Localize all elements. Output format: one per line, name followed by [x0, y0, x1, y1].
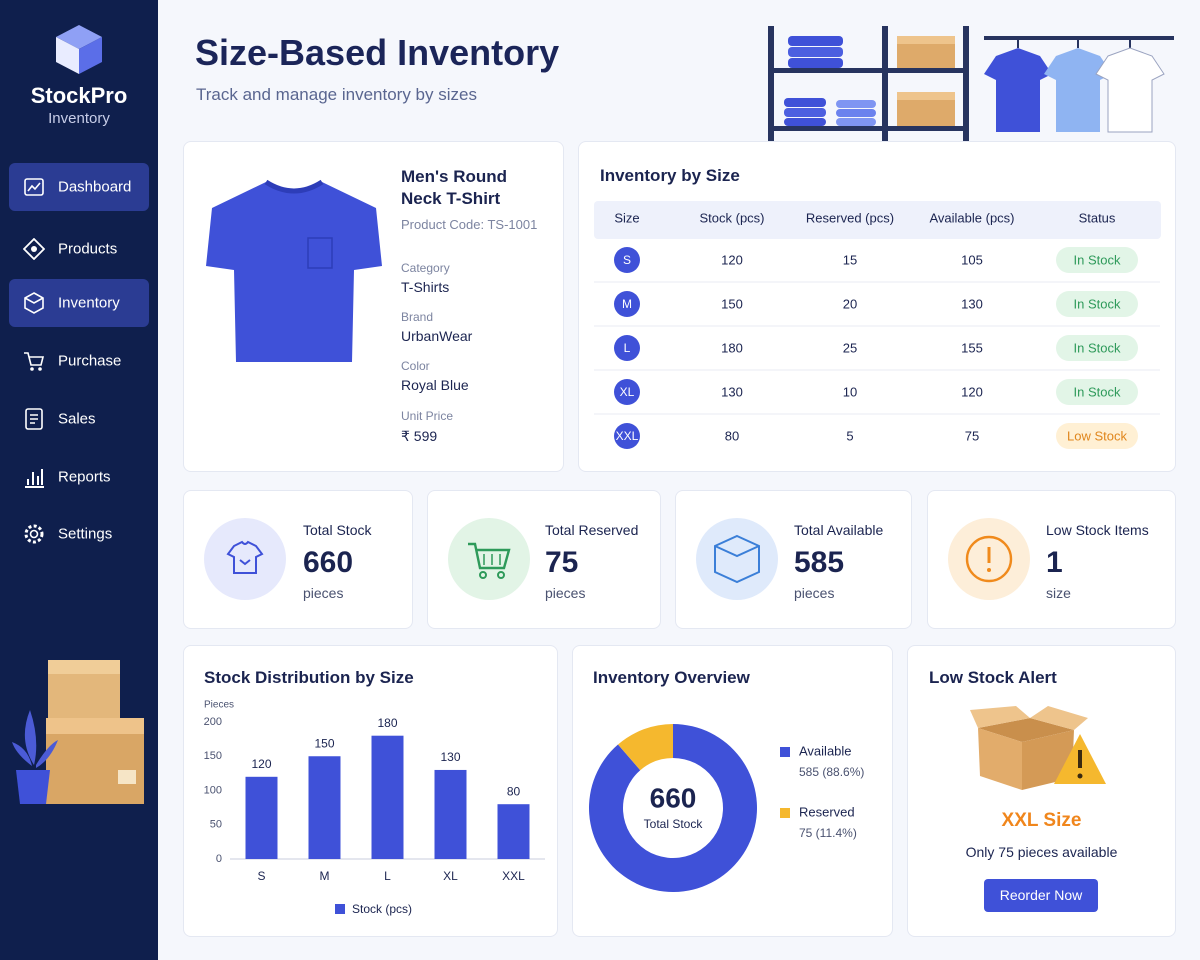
field-value: T-Shirts: [401, 279, 450, 295]
page-title: Size-Based Inventory: [195, 32, 560, 73]
stat-value: 660: [303, 546, 354, 579]
stat-icon: [204, 518, 286, 600]
nav-item[interactable]: Sales: [9, 395, 149, 443]
stat-card: Total Available 585 pieces: [675, 490, 912, 629]
card-title: Inventory by Size: [600, 166, 740, 185]
stat-unit: pieces: [545, 585, 586, 601]
field-label: Category: [401, 261, 450, 275]
sidebar: StockPro Inventory Dashboard Products In…: [0, 0, 158, 960]
nav-label: Reports: [58, 468, 111, 486]
bar-chart-card: Stock Distribution by Size: [183, 645, 558, 937]
stat-unit: size: [1046, 585, 1071, 601]
field-label: Unit Price: [401, 409, 454, 423]
field-value: UrbanWear: [401, 328, 473, 344]
alert-message: Only 75 pieces available: [965, 844, 1118, 860]
stat-value: 75: [545, 546, 579, 579]
product-card: Men's Round Neck T-Shirt Product Code: T…: [183, 141, 564, 472]
field-value: ₹ 599: [401, 428, 438, 444]
alert-card: Low Stock Alert XXL Size Only 75 pieces …: [907, 645, 1176, 937]
nav-item[interactable]: Purchase: [9, 337, 149, 385]
stat-icon: [696, 518, 778, 600]
stat-card: Total Reserved 75 pieces: [427, 490, 661, 629]
stat-card: Low Stock Items 1 size: [927, 490, 1176, 629]
reorder-button[interactable]: Reorder Now: [984, 879, 1098, 912]
field-label: Color: [401, 359, 430, 373]
alert-illustration: [970, 706, 1106, 790]
alert-item: XXL Size: [1001, 810, 1082, 831]
nav-item[interactable]: Reports: [9, 453, 149, 501]
nav-item[interactable]: Products: [9, 225, 149, 273]
stat-unit: pieces: [303, 585, 344, 601]
chart-title: Stock Distribution by Size: [204, 668, 414, 687]
stat-unit: pieces: [794, 585, 835, 601]
stat-label: Total Stock: [303, 522, 372, 538]
card-title: Low Stock Alert: [929, 668, 1057, 687]
donut-chart-card: Inventory Overview: [572, 645, 893, 937]
product-name: Men's Round Neck T-Shirt: [401, 167, 508, 208]
header-illustration: [768, 26, 1174, 141]
boxes-illustration: [12, 660, 144, 804]
nav-label: Settings: [58, 525, 113, 543]
chart-title: Inventory Overview: [593, 668, 750, 687]
nav-item[interactable]: Dashboard: [9, 163, 149, 211]
stat-label: Total Reserved: [545, 522, 639, 538]
logo-icon: [56, 25, 102, 74]
nav-label: Purchase: [58, 352, 122, 370]
field-value: Royal Blue: [401, 377, 469, 393]
stat-icon: [948, 518, 1030, 600]
stat-value: 585: [794, 546, 845, 579]
stat-label: Total Available: [794, 522, 884, 538]
product-code: Product Code: TS-1001: [401, 217, 538, 232]
stat-label: Low Stock Items: [1046, 522, 1149, 538]
nav-label: Products: [58, 240, 118, 258]
brand-sub: Inventory: [48, 110, 110, 127]
brand: StockPro: [30, 83, 128, 108]
field-label: Brand: [401, 310, 434, 324]
inventory-table-card: Inventory by Size: [578, 141, 1176, 472]
stat-icon: [448, 518, 530, 600]
nav-label: Dashboard: [58, 178, 132, 196]
nav-label: Inventory: [58, 294, 120, 312]
stat-card: Total Stock 660 pieces: [183, 490, 413, 629]
table-header: [594, 201, 1161, 239]
nav-item[interactable]: Inventory: [9, 279, 149, 327]
stat-value: 1: [1046, 546, 1063, 579]
nav-item[interactable]: Settings: [9, 510, 149, 558]
page-subtitle: Track and manage inventory by sizes: [196, 85, 477, 104]
product-image: [206, 179, 382, 362]
nav-label: Sales: [58, 410, 96, 428]
